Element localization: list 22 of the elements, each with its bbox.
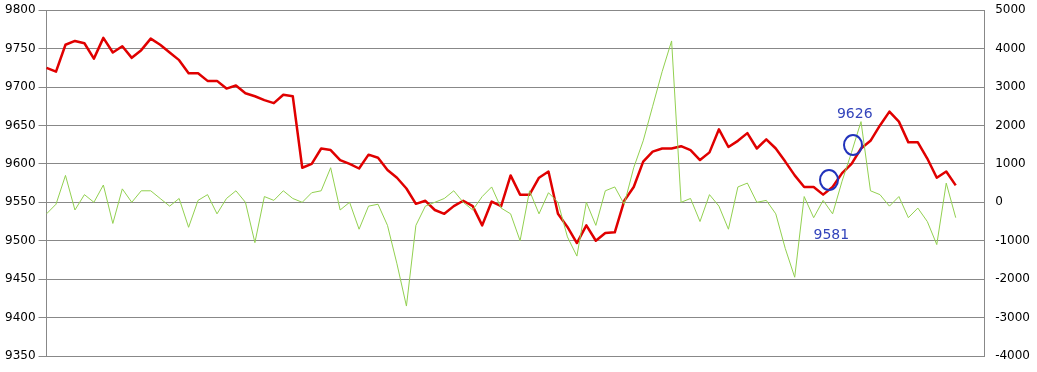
- y2-tick-label: -1000: [995, 232, 1031, 247]
- annotation: 9581: [813, 225, 850, 242]
- y-tick-label: 9750: [4, 40, 36, 55]
- y2-tick-label: 4000: [995, 40, 1026, 55]
- y2-tick-label: 1000: [995, 156, 1026, 171]
- y-tick-label: 9400: [4, 309, 36, 324]
- y2-tick-label: -4000: [995, 348, 1031, 363]
- y2-tick-label: 0: [995, 194, 1003, 209]
- y2-tick-label: -2000: [995, 271, 1031, 286]
- y2-tick-label: 2000: [995, 117, 1026, 132]
- y-tick-label: 9600: [4, 156, 36, 171]
- y-tick-label: 9700: [4, 79, 36, 94]
- y-tick-label: 9650: [4, 117, 36, 132]
- y2-tick-label: -3000: [995, 309, 1031, 324]
- y-tick-label: 9350: [4, 348, 36, 363]
- y-tick-label: 9800: [4, 2, 36, 17]
- annotation: 9626: [836, 104, 873, 121]
- y-tick-label: 9450: [4, 271, 36, 286]
- y-tick-label: 9550: [4, 194, 36, 209]
- y-tick-label: 9500: [4, 232, 36, 247]
- y2-tick-label: 5000: [995, 2, 1026, 17]
- y2-tick-label: 3000: [995, 79, 1026, 94]
